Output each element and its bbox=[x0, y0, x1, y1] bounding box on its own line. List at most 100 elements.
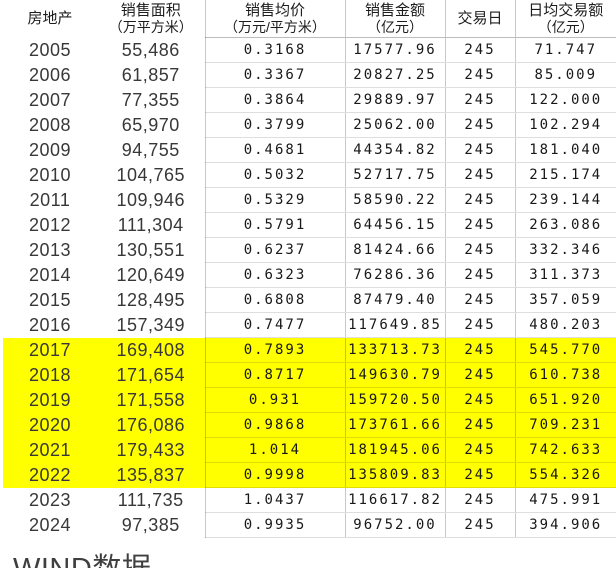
table-row: 2010 104,765 0.5032 52717.75 245 215.174 bbox=[3, 162, 616, 188]
cell-area: 109,946 bbox=[116, 189, 186, 210]
cell-price: 0.6808 bbox=[204, 287, 345, 313]
cell-price: 0.9935 bbox=[204, 512, 345, 538]
cell-daily: 554.326 bbox=[514, 462, 616, 488]
cell-amount: 58590.22 bbox=[344, 187, 445, 213]
cell-price: 0.3168 bbox=[204, 37, 345, 63]
cell-year: 2018 bbox=[3, 362, 97, 388]
table-row: 2023 111,735 1.0437 116617.82 245 475.99… bbox=[3, 487, 616, 513]
col-header-price: 销售均价 （万元/平方米） bbox=[204, 0, 345, 38]
cell-price: 0.3367 bbox=[204, 62, 345, 88]
col-header-area: 销售面积 （万平方米） bbox=[97, 0, 205, 38]
cell-price: 1.0437 bbox=[204, 487, 345, 513]
cell-daily: 263.086 bbox=[514, 212, 616, 238]
cell-year: 2017 bbox=[3, 337, 97, 363]
col-header-daily: 日均交易额 （亿元） bbox=[514, 0, 616, 38]
cell-daily: 545.770 bbox=[514, 337, 616, 363]
cell-days: 245 bbox=[444, 412, 515, 438]
cell-area: 157,349 bbox=[116, 314, 186, 335]
table-row: 2014 120,649 0.6323 76286.36 245 311.373 bbox=[3, 262, 616, 288]
cell-days: 245 bbox=[444, 212, 515, 238]
table-row: 2011 109,946 0.5329 58590.22 245 239.144 bbox=[3, 187, 616, 213]
cell-amount: 44354.82 bbox=[344, 137, 445, 163]
table-row: 2012 111,304 0.5791 64456.15 245 263.086 bbox=[3, 212, 616, 238]
data-source-label: WIND数据 bbox=[13, 545, 616, 568]
cell-daily: 311.373 bbox=[514, 262, 616, 288]
cell-daily: 332.346 bbox=[514, 237, 616, 263]
cell-amount: 116617.82 bbox=[344, 487, 445, 513]
col-header-amount: 销售金额 （亿元） bbox=[344, 0, 445, 38]
cell-daily: 181.040 bbox=[514, 137, 616, 163]
table-row: 2005 55,486 0.3168 17577.96 245 71.747 bbox=[3, 37, 616, 63]
cell-amount: 17577.96 bbox=[344, 37, 445, 63]
cell-days: 245 bbox=[444, 437, 515, 463]
cell-area: 135,837 bbox=[97, 462, 205, 488]
cell-amount: 25062.00 bbox=[344, 112, 445, 138]
cell-price: 0.3864 bbox=[204, 87, 345, 113]
cell-price: 0.9998 bbox=[204, 462, 345, 488]
cell-amount: 64456.15 bbox=[344, 212, 445, 238]
cell-year: 2010 bbox=[28, 164, 72, 185]
cell-year: 2006 bbox=[28, 64, 72, 85]
cell-amount: 133713.73 bbox=[344, 337, 445, 363]
cell-daily: 475.991 bbox=[514, 487, 616, 513]
col-header-year: 房地产 bbox=[3, 0, 97, 38]
table-header: 房地产 销售面积 （万平方米） 销售均价 （万元/平方米） 销售金额 （亿元） … bbox=[3, 0, 616, 38]
cell-amount: 117649.85 bbox=[344, 312, 445, 338]
table-row: 2018 171,654 0.8717 149630.79 245 610.73… bbox=[3, 362, 616, 388]
cell-price: 0.5791 bbox=[204, 212, 345, 238]
cell-days: 245 bbox=[444, 312, 515, 338]
cell-year: 2015 bbox=[28, 289, 72, 310]
col-header-daily-label: 日均交易额 bbox=[528, 1, 604, 19]
cell-price: 0.7477 bbox=[204, 312, 345, 338]
cell-price: 0.9868 bbox=[204, 412, 345, 438]
cell-days: 245 bbox=[444, 387, 515, 413]
cell-area: 104,765 bbox=[116, 164, 186, 185]
cell-area: 130,551 bbox=[116, 239, 186, 260]
cell-year: 2020 bbox=[3, 412, 97, 438]
cell-daily: 610.738 bbox=[514, 362, 616, 388]
cell-year: 2012 bbox=[28, 214, 72, 235]
col-header-price-label: 销售均价 bbox=[244, 1, 305, 19]
cell-daily: 215.174 bbox=[514, 162, 616, 188]
cell-daily: 71.747 bbox=[514, 37, 616, 63]
cell-daily: 651.920 bbox=[514, 387, 616, 413]
cell-area: 65,970 bbox=[121, 114, 180, 135]
cell-year: 2024 bbox=[28, 514, 72, 535]
col-header-year-label: 房地产 bbox=[27, 10, 73, 28]
cell-daily: 394.906 bbox=[514, 512, 616, 538]
cell-area: 179,433 bbox=[97, 437, 205, 463]
cell-days: 245 bbox=[444, 112, 515, 138]
cell-amount: 135809.83 bbox=[344, 462, 445, 488]
cell-price: 1.014 bbox=[204, 437, 345, 463]
cell-area: 169,408 bbox=[97, 337, 205, 363]
cell-amount: 96752.00 bbox=[344, 512, 445, 538]
cell-daily: 480.203 bbox=[514, 312, 616, 338]
table-row: 2009 94,755 0.4681 44354.82 245 181.040 bbox=[3, 137, 616, 163]
col-header-area-unit: （万平方米） bbox=[108, 18, 193, 35]
cell-area: 111,304 bbox=[117, 214, 184, 235]
cell-days: 245 bbox=[444, 37, 515, 63]
cell-days: 245 bbox=[444, 237, 515, 263]
cell-year: 2009 bbox=[28, 139, 72, 160]
cell-days: 245 bbox=[444, 287, 515, 313]
cell-price: 0.5329 bbox=[204, 187, 345, 213]
cell-area: 128,495 bbox=[116, 289, 186, 310]
header-row: 房地产 销售面积 （万平方米） 销售均价 （万元/平方米） 销售金额 （亿元） … bbox=[3, 0, 616, 38]
table-row: 2016 157,349 0.7477 117649.85 245 480.20… bbox=[3, 312, 616, 338]
col-header-price-unit: （万元/平方米） bbox=[224, 18, 326, 35]
cell-daily: 357.059 bbox=[514, 287, 616, 313]
cell-days: 245 bbox=[444, 137, 515, 163]
cell-year: 2005 bbox=[28, 39, 72, 60]
cell-price: 0.7893 bbox=[204, 337, 345, 363]
cell-amount: 81424.66 bbox=[344, 237, 445, 263]
cell-area: 171,558 bbox=[97, 387, 205, 413]
cell-daily: 742.633 bbox=[514, 437, 616, 463]
col-header-days-label: 交易日 bbox=[457, 10, 503, 27]
cell-days: 245 bbox=[444, 487, 515, 513]
cell-area: 176,086 bbox=[97, 412, 205, 438]
cell-days: 245 bbox=[444, 162, 515, 188]
table-row: 2020 176,086 0.9868 173761.66 245 709.23… bbox=[3, 412, 616, 438]
cell-area: 61,857 bbox=[121, 64, 180, 85]
table-row: 2007 77,355 0.3864 29889.97 245 122.000 bbox=[3, 87, 616, 113]
